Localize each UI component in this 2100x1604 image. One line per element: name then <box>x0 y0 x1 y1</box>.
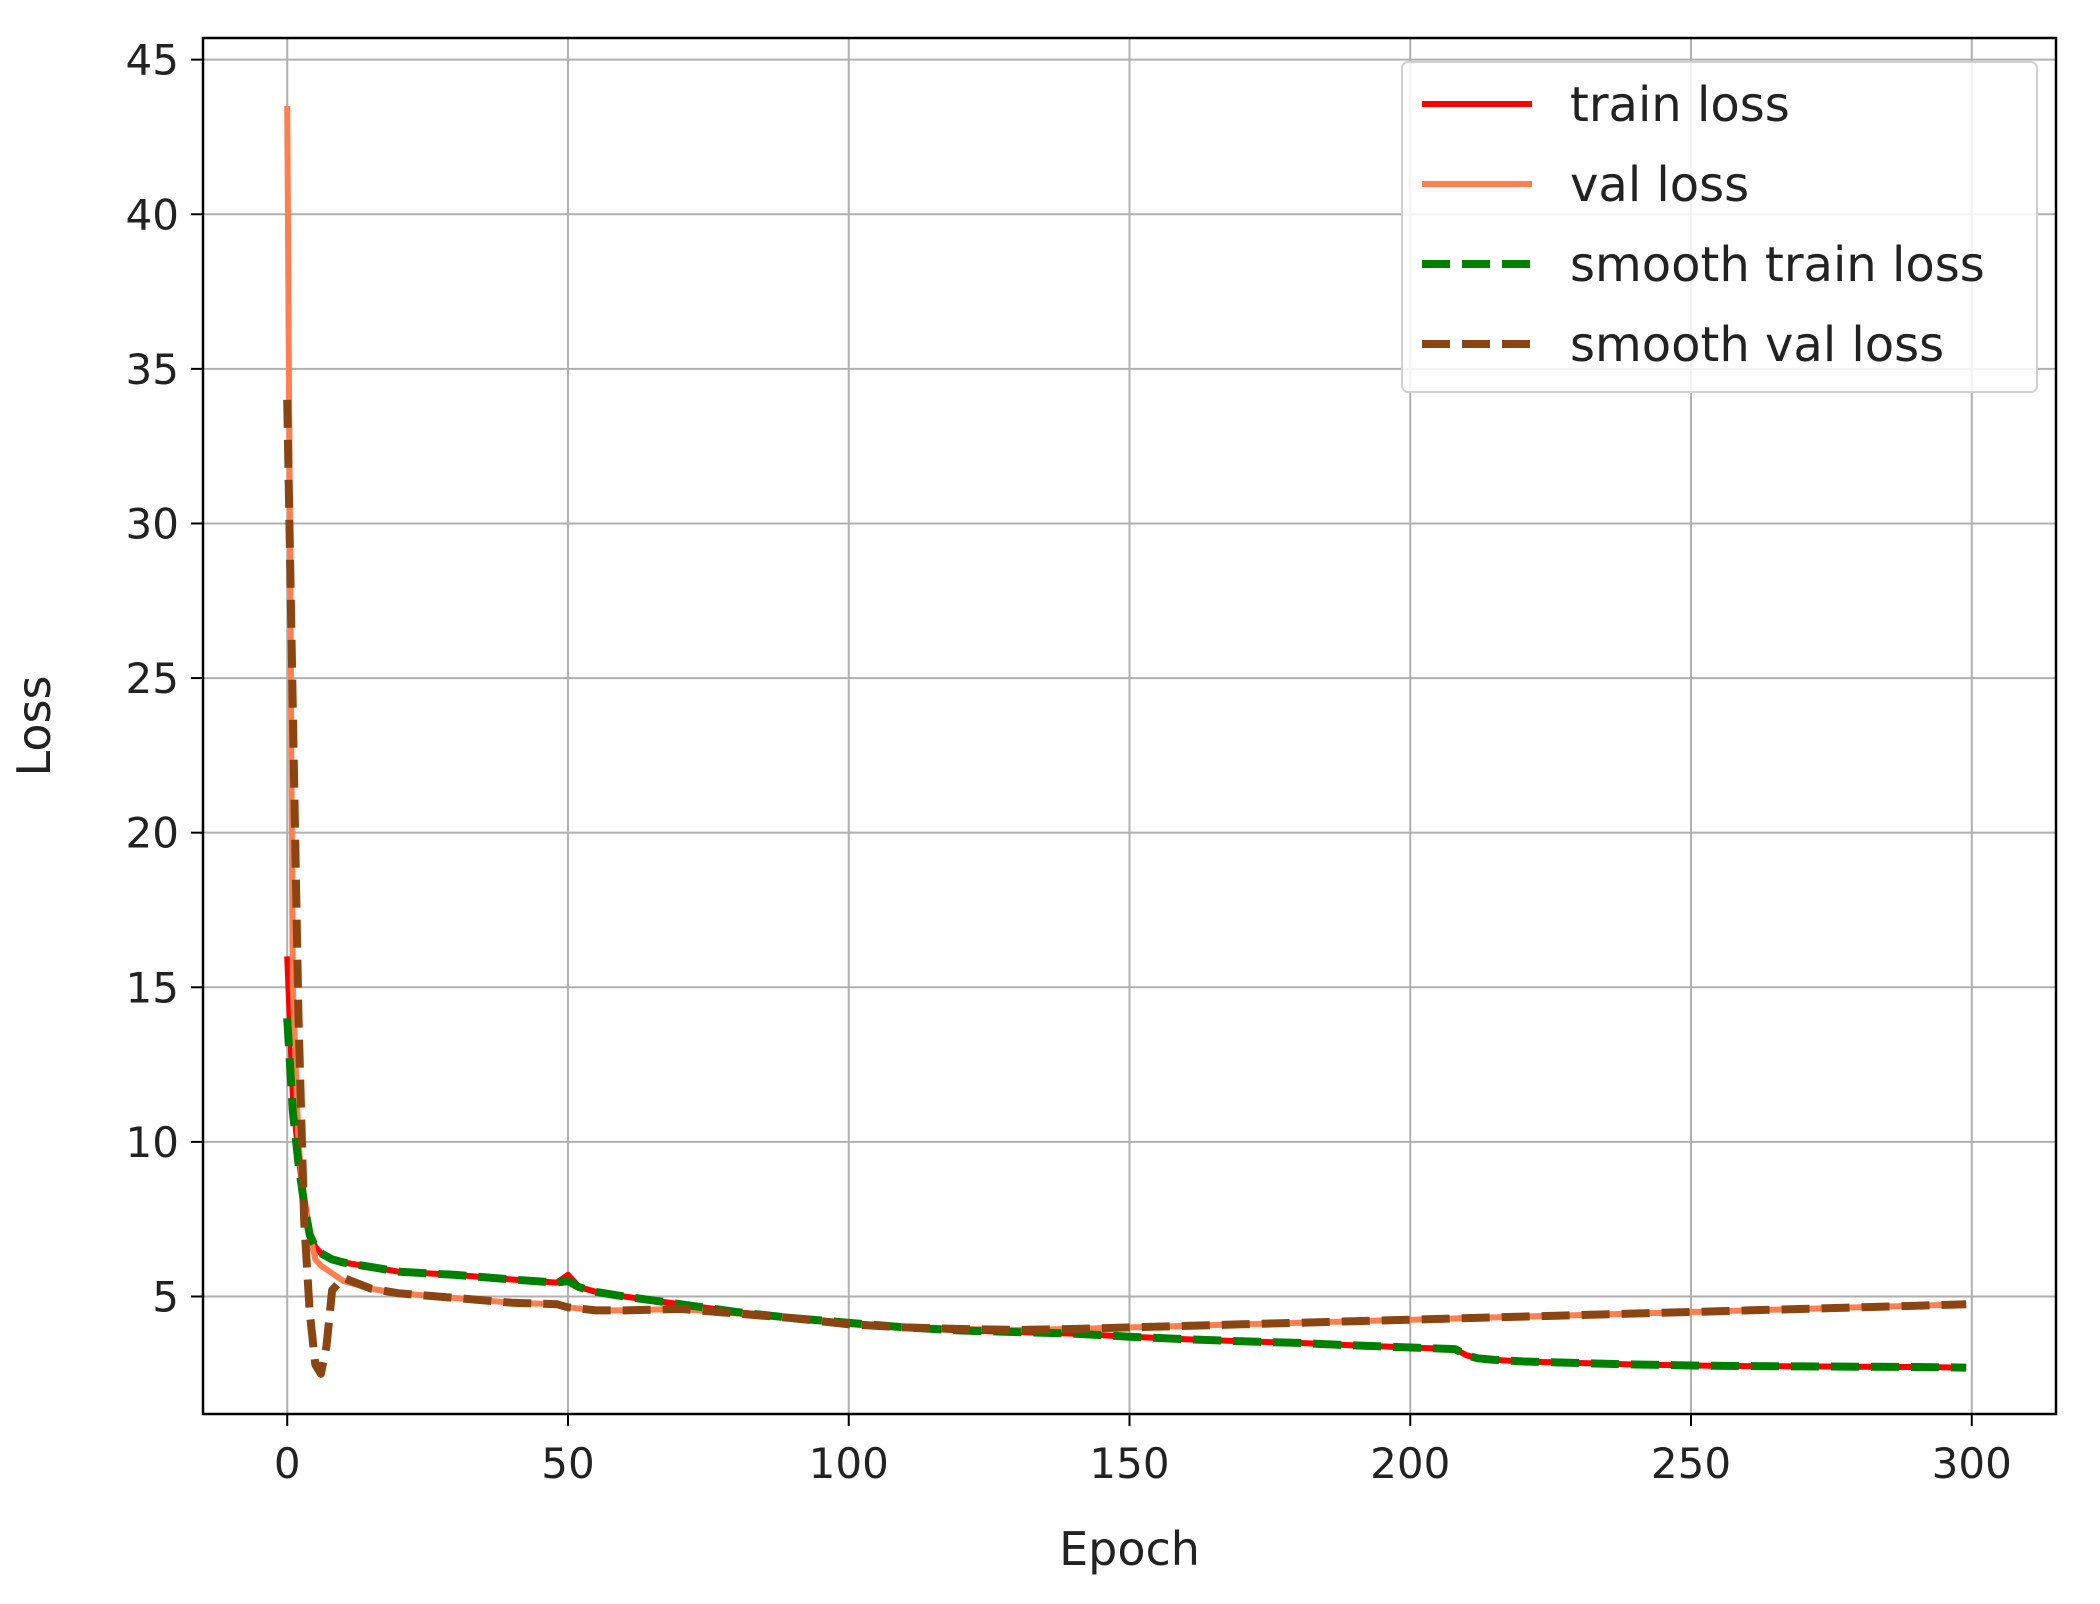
legend: train loss val loss smooth train loss smoot… <box>1401 61 2038 393</box>
y-tick-label: 40 <box>126 190 179 239</box>
y-tick-label: 25 <box>126 654 179 703</box>
y-axis-title: Loss <box>7 676 61 777</box>
legend-label: smooth val loss <box>1570 317 1944 373</box>
legend-box <box>1401 61 2038 393</box>
x-tick-label: 300 <box>1932 1439 2012 1488</box>
axis-ticks: 0 50 100 150 200 250 300 5 10 15 20 25 30 35 40 45 <box>126 36 2012 1488</box>
y-tick-label: 5 <box>152 1272 179 1321</box>
y-tick-label: 10 <box>126 1118 179 1167</box>
y-tick-label: 15 <box>126 963 179 1012</box>
series-lines <box>283 105 1967 1378</box>
x-tick-label: 200 <box>1370 1439 1450 1488</box>
y-tick-label: 20 <box>126 809 179 858</box>
x-tick-label: 50 <box>541 1439 594 1488</box>
x-tick-label: 100 <box>809 1439 889 1488</box>
series-line-smooth-val-loss <box>283 399 1967 1378</box>
y-tick-label: 30 <box>126 499 179 548</box>
legend-label: val loss <box>1570 157 1749 213</box>
y-tick-label: 45 <box>126 36 179 85</box>
x-tick-label: 250 <box>1651 1439 1731 1488</box>
series-line-smooth-train-loss <box>283 1017 1967 1372</box>
grid-lines <box>203 38 2056 1414</box>
x-tick-label: 0 <box>274 1439 301 1488</box>
x-axis-title: Epoch <box>1059 1522 1200 1576</box>
x-tick-label: 150 <box>1089 1439 1169 1488</box>
y-tick-label: 35 <box>126 345 179 394</box>
legend-label: train loss <box>1570 77 1790 133</box>
legend-label: smooth train loss <box>1570 237 1985 293</box>
